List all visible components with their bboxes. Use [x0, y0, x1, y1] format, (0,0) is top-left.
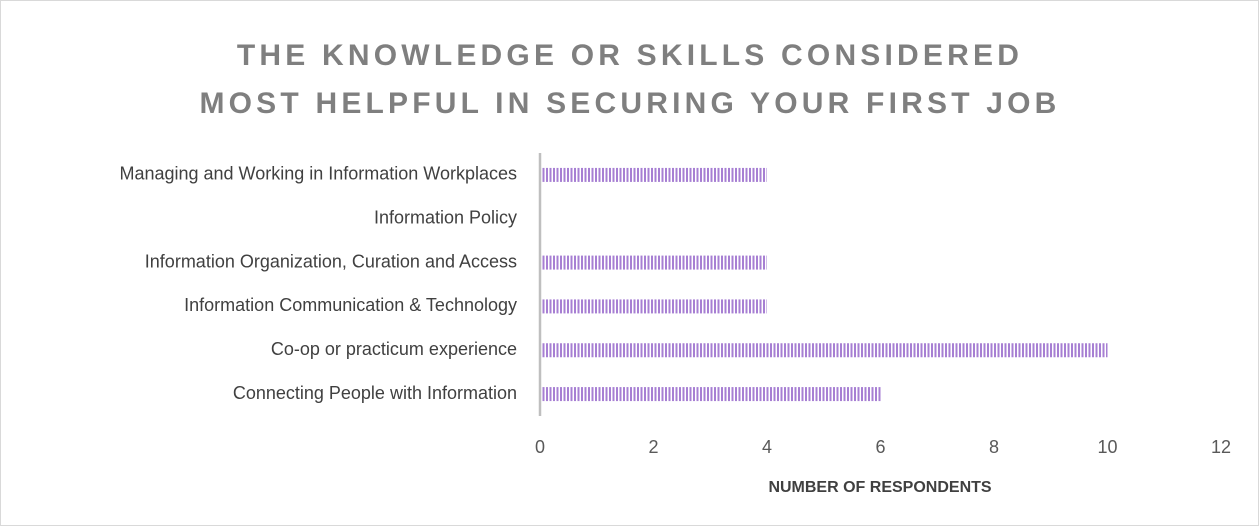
x-tick-label: 6 — [875, 437, 885, 457]
bar — [540, 299, 767, 314]
x-tick-label: 2 — [648, 437, 658, 457]
bar — [540, 343, 1108, 358]
bar — [540, 387, 881, 402]
y-tick-label: Information Communication & Technology — [184, 295, 517, 315]
y-tick-label: Information Organization, Curation and A… — [145, 251, 517, 271]
y-tick-label: Information Policy — [374, 208, 517, 228]
y-tick-label: Managing and Working in Information Work… — [119, 164, 517, 184]
x-tick-label: 4 — [762, 437, 772, 457]
x-tick-label: 12 — [1211, 437, 1231, 457]
chart-title: THE KNOWLEDGE OR SKILLS CONSIDERED MOST … — [199, 39, 1061, 120]
x-tick-label: 10 — [1097, 437, 1117, 457]
bar — [540, 255, 767, 270]
x-axis-title: NUMBER OF RESPONDENTS — [768, 479, 991, 496]
x-tick-label: 0 — [535, 437, 545, 457]
x-tick-label: 8 — [989, 437, 999, 457]
bar — [540, 167, 767, 182]
y-tick-label: Co-op or practicum experience — [271, 339, 517, 359]
y-tick-label: Connecting People with Information — [233, 383, 517, 403]
